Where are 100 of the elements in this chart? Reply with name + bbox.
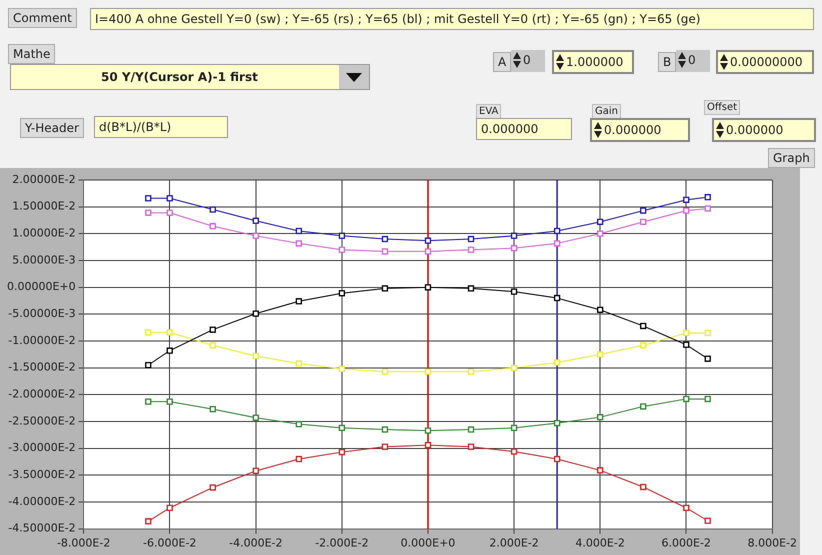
text: I=400 A ohne Gestell Y=0 (sw) ; Y=-65 (rs) ; Y=65 (bl) ; mit Gestell Y=0 (rt) ; Y=-65 (gn) ; Y=65 (ge) [90, 8, 814, 30]
point [554, 228, 560, 234]
point [510, 364, 518, 371]
point [468, 246, 474, 253]
y-tick-label: -1.50000E-2 [8, 360, 76, 374]
point [683, 396, 690, 402]
point [468, 426, 474, 433]
point [683, 504, 690, 511]
point [145, 518, 152, 524]
point [166, 348, 173, 354]
point [145, 210, 152, 216]
point [338, 448, 346, 456]
text: Gain [592, 104, 621, 119]
point [424, 442, 432, 448]
point [382, 236, 388, 242]
point [640, 207, 646, 214]
point [510, 288, 518, 295]
point [252, 414, 259, 421]
y-tick-label: -4.50000E-2 [8, 522, 76, 535]
text: B [658, 52, 676, 72]
y-tick-label: -5.00000E-3 [8, 307, 76, 320]
text: EVA [476, 104, 502, 119]
point [510, 424, 518, 432]
point [554, 359, 560, 366]
point [704, 518, 711, 524]
text: 1.000000 [552, 50, 634, 74]
point [597, 351, 604, 358]
text: 50 Y/Y(Cursor A)-1 first [10, 64, 370, 90]
point [252, 352, 259, 360]
point [640, 403, 646, 410]
x-tick-label: 6.000E-2 [662, 536, 711, 550]
point [210, 342, 216, 348]
point [296, 298, 302, 304]
text: 0.00000000 [716, 50, 814, 74]
point [597, 414, 604, 420]
text: 0 [511, 50, 545, 72]
point [166, 398, 173, 405]
x-tick-label: 2.000E-2 [489, 536, 539, 550]
x-tick-label: -4.000E-2 [229, 536, 283, 550]
x-tick-label: 4.000E-2 [575, 536, 625, 550]
point [468, 236, 474, 242]
point [145, 195, 152, 202]
text: 0 [676, 50, 710, 72]
point [597, 467, 604, 474]
point [424, 238, 432, 244]
point [210, 406, 216, 412]
point [468, 368, 474, 375]
y-tick-label: 0.00000E+0 [6, 280, 76, 294]
x-tick-label: -6.000E-2 [143, 536, 196, 550]
text: Comment [8, 8, 77, 28]
point [424, 284, 432, 290]
point [554, 420, 560, 426]
y-tick-label: 1.00000E-2 [12, 226, 76, 240]
point [210, 206, 216, 213]
point [704, 330, 711, 336]
point [704, 194, 711, 200]
point [424, 427, 432, 434]
point [338, 424, 346, 432]
point [683, 207, 690, 214]
point [145, 398, 152, 405]
x-tick-label: -8.000E-2 [56, 536, 110, 550]
text: Offset [704, 100, 740, 115]
point [382, 285, 388, 292]
point [166, 329, 173, 336]
point [510, 232, 518, 239]
y-tick-label: -1.00000E-2 [8, 334, 76, 347]
point [683, 196, 690, 203]
point [554, 294, 560, 302]
point [338, 246, 346, 253]
point [510, 245, 518, 252]
x-tick-label: 8.000E-2 [748, 536, 798, 550]
y-tick-label: -3.50000E-2 [8, 468, 76, 481]
point [210, 484, 216, 491]
point [640, 484, 646, 490]
point [683, 342, 690, 348]
point [296, 456, 302, 462]
point [252, 232, 259, 239]
x-tick-label: -2.000E-2 [315, 536, 369, 550]
point [640, 342, 646, 348]
point [210, 326, 216, 333]
point [704, 396, 711, 402]
point [554, 456, 560, 462]
text: 0.000000 [590, 118, 690, 142]
y-tick-label: 5.00000E-3 [12, 253, 76, 266]
point [296, 421, 302, 428]
point [166, 195, 173, 202]
text: Mathe [8, 44, 56, 64]
text: A [493, 52, 512, 72]
point [683, 330, 690, 336]
text: Graph [768, 148, 815, 168]
point [296, 360, 302, 367]
point [252, 218, 259, 224]
point [597, 306, 604, 313]
point [338, 290, 346, 296]
point [640, 322, 646, 330]
point [382, 368, 388, 375]
y-tick-label: -3.00000E-2 [8, 441, 76, 454]
point [382, 426, 388, 433]
point [166, 504, 173, 511]
point [382, 444, 388, 450]
